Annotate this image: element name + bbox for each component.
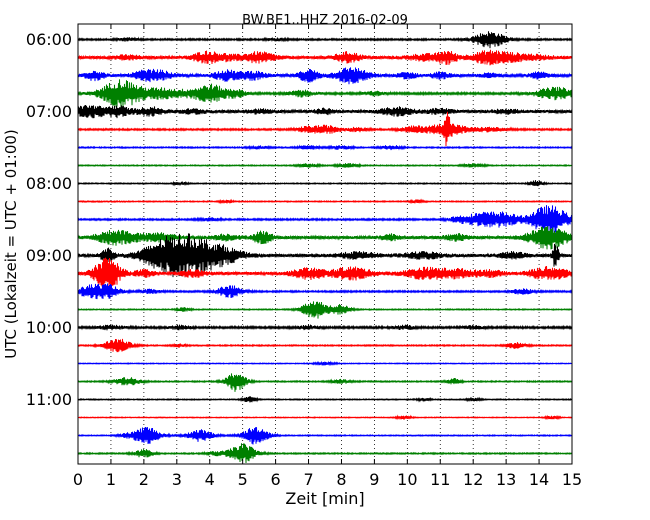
trace-07:30	[77, 144, 573, 151]
trace-10:00	[77, 324, 573, 331]
y-tick-label: 11:00	[26, 390, 72, 409]
x-tick-label: 5	[238, 470, 248, 489]
x-tick-label: 14	[529, 470, 549, 489]
trace-10:15	[77, 338, 573, 353]
y-tick-label: 09:00	[26, 246, 72, 265]
trace-09:45	[77, 301, 573, 319]
x-tick-label: 15	[562, 470, 582, 489]
trace-06:45	[77, 79, 573, 108]
x-tick-label: 1	[106, 470, 116, 489]
grid-lines	[110, 24, 540, 464]
x-tick-label: 10	[397, 470, 417, 489]
trace-09:15	[77, 257, 573, 288]
trace-10:45	[77, 373, 573, 392]
x-tick-label: 0	[73, 470, 83, 489]
y-tick-label: 10:00	[26, 318, 72, 337]
x-tick-label: 11	[430, 470, 450, 489]
trace-07:15	[77, 111, 573, 147]
x-tick-label: 13	[496, 470, 516, 489]
trace-10:30	[77, 360, 573, 367]
trace-09:30	[77, 283, 573, 300]
x-tick-label: 12	[463, 470, 483, 489]
plot-frame	[77, 23, 573, 465]
y-axis-ticks: 06:00 07:00 08:00 09:00 10:00 11:00	[26, 30, 572, 409]
y-tick-label: 07:00	[26, 102, 72, 121]
x-tick-label: 9	[369, 470, 379, 489]
y-tick-label: 06:00	[26, 30, 72, 49]
trace-08:45	[77, 226, 573, 250]
trace-11:45	[77, 443, 573, 463]
x-tick-label: 2	[139, 470, 149, 489]
y-axis-label: UTC (Lokalzeit = UTC + 01:00)	[2, 129, 20, 359]
trace-08:30	[77, 205, 573, 233]
y-tick-label: 08:00	[26, 174, 72, 193]
trace-06:00	[77, 31, 573, 49]
x-tick-label: 4	[205, 470, 215, 489]
trace-07:00	[77, 104, 573, 119]
trace-11:00	[77, 396, 573, 403]
x-tick-label: 6	[271, 470, 281, 489]
traces	[77, 31, 573, 463]
trace-11:15	[77, 414, 573, 421]
x-tick-label: 7	[303, 470, 313, 489]
trace-08:00	[77, 180, 573, 187]
x-tick-label: 8	[336, 470, 346, 489]
trace-08:15	[77, 198, 573, 205]
trace-11:30	[77, 427, 573, 445]
x-axis-label: Zeit [min]	[285, 489, 364, 508]
trace-07:45	[77, 162, 573, 169]
trace-09:00	[77, 233, 573, 278]
trace-06:15	[77, 49, 573, 66]
trace-06:30	[77, 67, 573, 85]
x-axis-ticks: 0 1 2 3 4 5 6 7 8 9 10 11 12 13 14 15	[73, 24, 582, 489]
chart-title: BW.BE1..HHZ 2016-02-09	[242, 13, 408, 28]
x-tick-label: 3	[172, 470, 182, 489]
